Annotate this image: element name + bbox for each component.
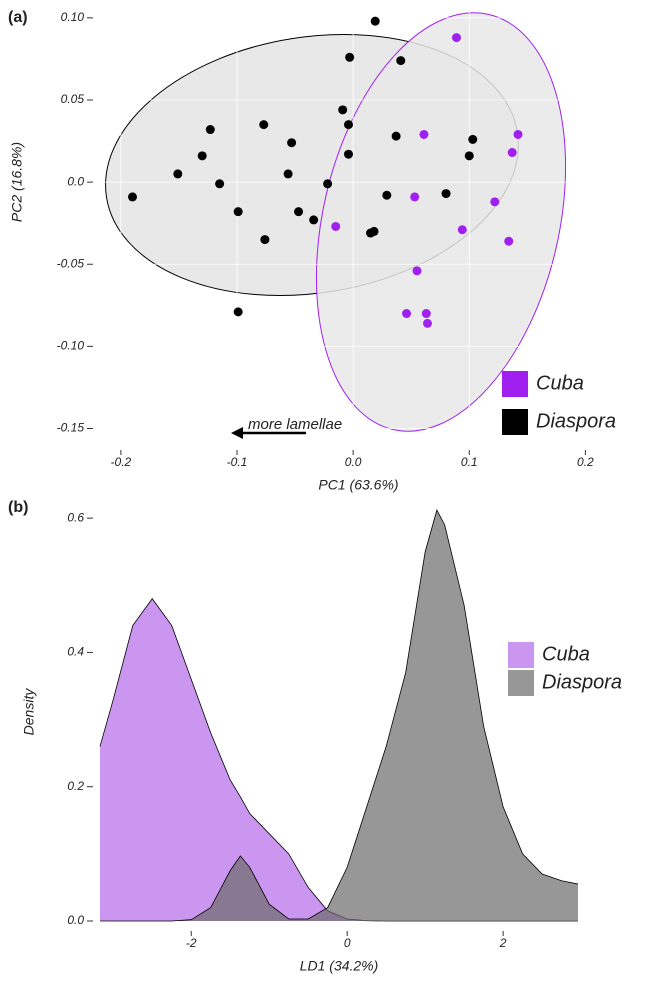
point: [513, 129, 523, 139]
density-fill: [100, 598, 578, 921]
point: [490, 197, 500, 207]
y-axis-label: Density: [21, 688, 37, 736]
y-tick-label: 0.05: [61, 92, 85, 106]
x-tick-label: 0.0: [345, 455, 362, 469]
point: [283, 169, 293, 179]
point: [331, 221, 341, 231]
y-tick-label: 0.0: [67, 913, 84, 927]
cuba-ellipse: [315, 12, 567, 432]
point: [441, 189, 451, 199]
point: [309, 215, 319, 225]
point: [504, 236, 514, 246]
x-tick-label: -2: [186, 936, 197, 950]
x-axis-label: LD1 (34.2%): [300, 958, 379, 974]
x-axis-label: PC1 (63.6%): [318, 477, 398, 493]
point: [338, 105, 348, 115]
panel-label: (b): [8, 499, 28, 516]
legend-label: Diaspora: [542, 671, 622, 693]
point: [451, 33, 461, 43]
density-fill: [100, 510, 578, 921]
point: [344, 149, 353, 159]
legend-swatch: [508, 670, 534, 696]
point: [468, 134, 478, 144]
legend-swatch: [502, 409, 528, 435]
point: [323, 179, 333, 189]
arrow-head: [231, 427, 243, 439]
y-tick-label: 0.0: [67, 174, 84, 188]
point: [422, 318, 432, 328]
x-tick-label: 2: [499, 936, 507, 950]
point: [382, 190, 392, 200]
x-tick-label: 0.2: [577, 455, 594, 469]
density-line: [100, 509, 579, 922]
x-tick-label: -0.2: [111, 455, 132, 469]
point: [507, 148, 517, 158]
ellipses: [100, 8, 597, 440]
legend-swatch: [508, 642, 534, 668]
point: [128, 192, 138, 202]
point: [391, 131, 401, 141]
point: [369, 226, 379, 236]
y-tick-label: 0.6: [67, 510, 84, 524]
y-axis-label: PC2 (16.8%): [9, 142, 25, 222]
y-tick-label: 0.2: [67, 779, 84, 793]
point: [421, 309, 431, 319]
point: [260, 235, 270, 245]
point: [344, 120, 353, 130]
panel-label: (a): [8, 9, 28, 26]
y-tick-label: -0.15: [57, 421, 85, 435]
point: [464, 151, 474, 161]
legend-label: Cuba: [536, 372, 584, 394]
y-tick-label: -0.10: [57, 339, 85, 353]
point: [287, 138, 297, 148]
x-tick-label: -0.1: [227, 455, 248, 469]
point: [294, 207, 304, 217]
y-tick-label: -0.05: [57, 256, 85, 270]
x-tick-label: 0.1: [461, 455, 478, 469]
point: [259, 120, 269, 130]
point: [419, 129, 429, 139]
point: [197, 151, 207, 161]
point: [396, 56, 406, 66]
point: [410, 192, 420, 202]
x-tick-label: 0: [344, 936, 351, 950]
annotation: more lamellae: [248, 416, 342, 433]
legend-label: Diaspora: [536, 410, 616, 432]
legend-swatch: [502, 371, 528, 397]
legend-label: Cuba: [542, 643, 590, 665]
point: [233, 207, 243, 217]
point: [370, 16, 380, 26]
point: [345, 52, 355, 62]
point: [412, 266, 422, 276]
y-tick-label: 0.4: [67, 645, 84, 659]
point: [402, 309, 412, 319]
point: [173, 169, 183, 179]
y-tick-label: 0.10: [61, 10, 85, 24]
point: [457, 225, 467, 235]
point: [233, 307, 243, 317]
point: [205, 125, 215, 135]
point: [215, 179, 225, 189]
